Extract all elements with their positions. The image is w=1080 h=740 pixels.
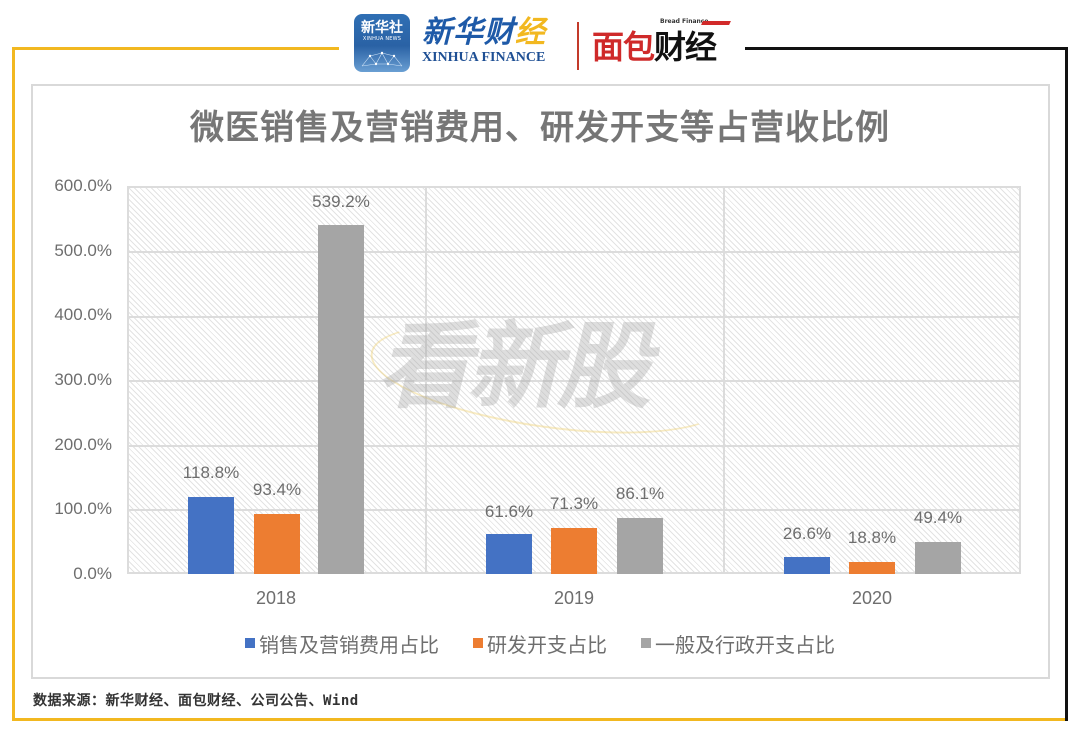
plot-area: 看新股 (127, 186, 1021, 574)
legend-swatch-icon (245, 638, 255, 648)
bar-rnd-2019 (551, 528, 597, 574)
category-divider (723, 188, 725, 572)
frame-left-yellow (12, 47, 15, 721)
bar-label-sales-2020: 26.6% (782, 524, 832, 543)
bar-label-admin-2020: 49.4% (913, 508, 963, 527)
legend-label: 研发开支占比 (487, 632, 607, 657)
bar-label-rnd-2020: 18.8% (847, 528, 897, 547)
xinhua-finance-cn-accent: 经 (515, 15, 546, 50)
legend-swatch-icon (641, 638, 651, 648)
chart-title: 微医销售及营销费用、研发开支等占营收比例 (190, 108, 890, 148)
bar-sales-2018 (188, 497, 234, 574)
xinhuashe-logo-cn: 新华社 (361, 20, 403, 36)
bar-admin-2018 (318, 225, 364, 574)
bar-label-admin-2019: 86.1% (615, 484, 665, 503)
legend-label: 一般及行政开支占比 (655, 632, 835, 657)
y-tick-label: 500.0% (54, 241, 112, 260)
gridline-500 (129, 251, 1019, 253)
category-divider (425, 188, 427, 572)
y-tick-label: 400.0% (54, 305, 112, 324)
bar-admin-2019 (617, 518, 663, 574)
watermark-arc (363, 303, 735, 453)
y-tick-label: 0.0% (73, 564, 112, 583)
xinhuashe-logo: 新华社 XINHUA NEWS (354, 14, 410, 72)
frame-bottom-yellow (12, 718, 1066, 721)
bar-label-rnd-2018: 93.4% (252, 480, 302, 499)
network-icon (361, 51, 403, 67)
bar-label-admin-2018: 539.2% (312, 192, 370, 211)
chart-legend: 销售及营销费用占比 研发开支占比 一般及行政开支占比 (0, 628, 1080, 658)
xinhuashe-logo-en: XINHUA NEWS (362, 36, 402, 42)
y-tick-label: 200.0% (54, 435, 112, 454)
x-tick-label: 2019 (553, 588, 595, 608)
xinhua-finance-en: XINHUA FINANCE (422, 50, 546, 65)
gridline-200 (129, 445, 1019, 447)
bread-finance-tagline: Bread Finance (660, 18, 709, 25)
y-tick-label: 600.0% (54, 176, 112, 195)
x-tick-label: 2018 (255, 588, 297, 608)
y-tick-label: 300.0% (54, 370, 112, 389)
x-tick-label: 2020 (851, 588, 893, 608)
bar-admin-2020 (915, 542, 961, 574)
bar-rnd-2018 (254, 514, 300, 574)
watermark: 看新股 (377, 313, 651, 422)
logo-divider (577, 22, 579, 70)
bar-label-rnd-2019: 71.3% (549, 494, 599, 513)
gridline-100 (129, 509, 1019, 511)
bread-finance-cn-black: 财经 (654, 28, 717, 66)
legend-swatch-icon (473, 638, 483, 648)
frame-top-black (745, 47, 1068, 50)
bar-label-sales-2019: 61.6% (484, 502, 534, 521)
legend-label: 销售及营销费用占比 (259, 632, 439, 657)
bar-rnd-2020 (849, 562, 895, 574)
xinhua-finance-logo: 新华财经 XINHUA FINANCE (422, 16, 562, 74)
legend-item-sales: 销售及营销费用占比 (245, 628, 439, 658)
gridline-400 (129, 316, 1019, 318)
bar-sales-2019 (486, 534, 532, 574)
gridline-300 (129, 380, 1019, 382)
bread-finance-logo: Bread Finance 面包财经 (592, 16, 732, 72)
frame-right-black (1065, 47, 1068, 721)
legend-item-rnd: 研发开支占比 (473, 628, 607, 658)
data-source-note: 数据来源：新华财经、面包财经、公司公告、Wind (33, 693, 359, 709)
bar-sales-2020 (784, 557, 830, 574)
frame-top-yellow (12, 47, 339, 50)
bar-label-sales-2018: 118.8% (182, 463, 240, 482)
legend-item-admin: 一般及行政开支占比 (641, 628, 835, 658)
xinhua-finance-cn: 新华财 (422, 15, 515, 50)
header-logos: 新华社 XINHUA NEWS 新华财经 XINHUA FINANCE Brea… (350, 10, 750, 74)
y-tick-label: 100.0% (54, 499, 112, 518)
bread-finance-cn-red: 面包 (592, 28, 655, 66)
bread-finance-accent-bar (701, 21, 731, 25)
